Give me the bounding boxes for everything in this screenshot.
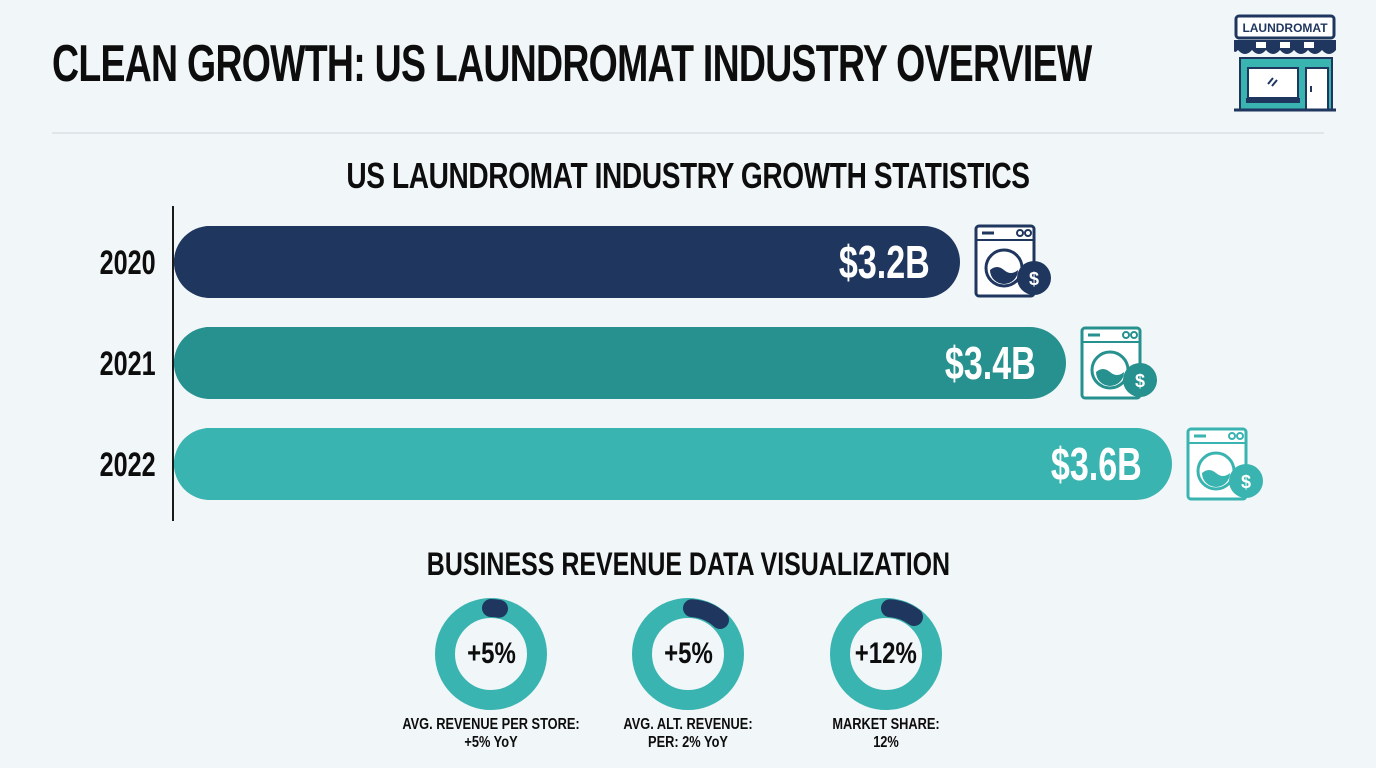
washing-machine-dollar-icon: $ — [1186, 427, 1263, 501]
bar-value-2022: $3.6B — [1051, 438, 1142, 490]
bar-2022: $3.6B — [174, 428, 1172, 500]
page-title: CLEAN GROWTH: US LAUNDROMAT INDUSTRY OVE… — [52, 35, 1092, 93]
washing-machine-dollar-icon: $ — [1080, 326, 1157, 400]
y-axis-line — [172, 206, 174, 521]
donut-avg-alt-revenue: +5% — [632, 598, 744, 710]
year-label-2021: 2021 — [100, 345, 156, 383]
donut-ring — [435, 598, 547, 710]
donut-caption: MARKET SHARE: 12% — [832, 716, 940, 751]
laundromat-storefront-icon: LAUNDROMAT — [1234, 14, 1336, 112]
year-label-2020: 2020 — [100, 244, 156, 282]
washing-machine-dollar-icon: $ — [974, 224, 1051, 298]
svg-text:$: $ — [1029, 269, 1039, 289]
donut-ring — [632, 598, 744, 710]
donut-ring — [830, 598, 942, 710]
header-divider — [52, 132, 1324, 134]
donut-caption: AVG. REVENUE PER STORE: +5% YoY — [402, 716, 580, 751]
bar-value-2020: $3.2B — [839, 236, 930, 288]
svg-text:$: $ — [1135, 371, 1145, 391]
donut-value: +5% — [663, 637, 713, 670]
svg-text:LAUNDROMAT: LAUNDROMAT — [1242, 21, 1328, 35]
bar-2020: $3.2B — [174, 226, 960, 298]
donut-value: +5% — [466, 637, 516, 670]
revenue-section-title: BUSINESS REVENUE DATA VISUALIZATION — [426, 546, 950, 582]
donut-avg-revenue-per-store: +5% — [435, 598, 547, 710]
bar-value-2021: $3.4B — [945, 337, 1036, 389]
bar-2021: $3.4B — [174, 327, 1066, 399]
growth-chart-title: US LAUNDROMAT INDUSTRY GROWTH STATISTICS — [346, 155, 1030, 196]
donut-value: +12% — [854, 637, 918, 670]
svg-text:$: $ — [1241, 472, 1251, 492]
year-label-2022: 2022 — [100, 446, 156, 484]
donut-caption: AVG. ALT. REVENUE: PER: 2% YoY — [623, 716, 753, 751]
donut-market-share: +12% — [830, 598, 942, 710]
